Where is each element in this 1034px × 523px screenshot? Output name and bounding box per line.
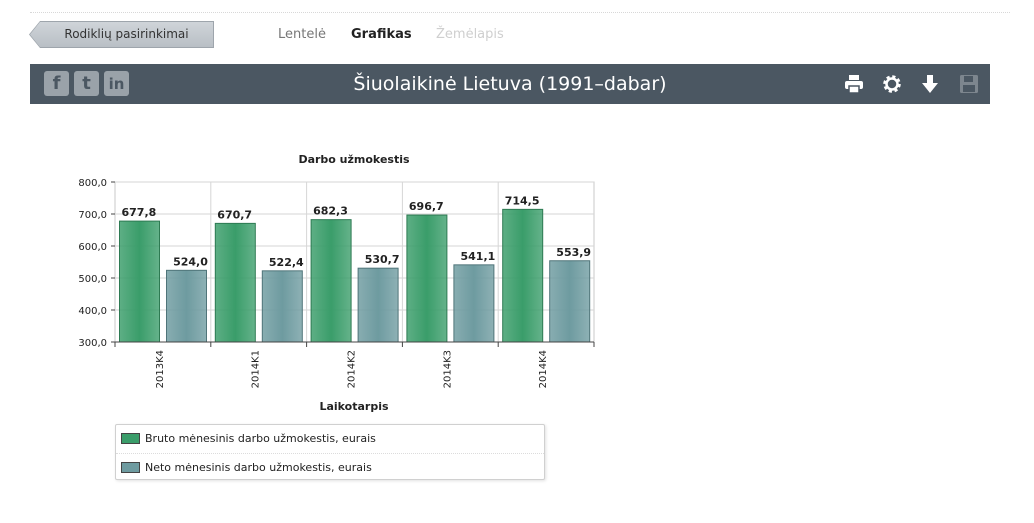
data-label: 524,0 — [173, 255, 208, 268]
bar-bruto — [502, 208, 544, 343]
data-label: 677,8 — [122, 206, 157, 219]
data-label: 714,5 — [505, 194, 540, 207]
y-tick-label: 600,0 — [78, 242, 107, 253]
top-divider — [30, 12, 1010, 13]
x-axis-title: Laikotarpis — [319, 400, 389, 413]
data-label: 522,4 — [269, 256, 304, 269]
legend-label-neto: Neto mėnesinis darbo užmokestis, eurais — [145, 461, 372, 474]
bar-bruto — [119, 220, 160, 343]
legend-swatch-bruto — [121, 433, 140, 444]
data-label: 696,7 — [409, 200, 444, 213]
tab-map: Žemėlapis — [436, 27, 504, 42]
x-tick-label: 2014K2 — [347, 350, 358, 388]
bar-bruto — [406, 214, 448, 343]
bar-bruto — [214, 222, 256, 343]
tab-chart[interactable]: Grafikas — [351, 27, 412, 42]
y-tick-label: 400,0 — [78, 306, 107, 317]
bar-neto — [357, 267, 399, 343]
download-icon[interactable] — [919, 73, 941, 95]
indicator-selection-back-button[interactable]: Rodiklių pasirinkimai — [30, 22, 213, 47]
legend-item-neto[interactable]: Neto mėnesinis darbo užmokestis, eurais — [121, 461, 372, 475]
x-tick-label: 2014K4 — [538, 350, 549, 388]
data-label: 670,7 — [217, 208, 252, 221]
bar-bruto — [310, 219, 352, 343]
y-tick-label: 800,0 — [78, 178, 107, 189]
bar-neto — [549, 260, 591, 343]
save-disk-icon — [958, 73, 980, 95]
facebook-icon[interactable]: f — [44, 71, 69, 96]
data-label: 553,9 — [556, 246, 591, 259]
x-tick-label: 2013K4 — [155, 350, 166, 388]
y-tick-label: 500,0 — [78, 274, 107, 285]
legend-item-bruto[interactable]: Bruto mėnesinis darbo užmokestis, eurais — [121, 432, 376, 446]
legend-swatch-neto — [121, 462, 140, 473]
legend-label-bruto: Bruto mėnesinis darbo užmokestis, eurais — [145, 432, 376, 445]
x-tick-label: 2014K1 — [251, 350, 262, 388]
y-tick-label: 700,0 — [78, 210, 107, 221]
bar-neto — [453, 264, 495, 343]
linkedin-icon[interactable]: in — [104, 71, 129, 96]
tab-table[interactable]: Lentelė — [278, 27, 326, 42]
title-bar: f t in Šiuolaikinė Lietuva (1991–dabar) — [30, 64, 990, 104]
x-tick-label: 2014K3 — [442, 350, 453, 388]
bar-neto — [166, 269, 207, 343]
data-label: 541,1 — [461, 250, 496, 263]
chart-legend: Bruto mėnesinis darbo užmokestis, eurais… — [115, 424, 545, 480]
legend-separator — [116, 453, 544, 454]
print-icon[interactable] — [843, 73, 865, 95]
data-label: 530,7 — [365, 253, 400, 266]
plot-area: 300,0 400,0 500,0 600,0 700,0 800,0 677,8 670,7… — [78, 178, 595, 388]
twitter-icon[interactable]: t — [74, 71, 99, 96]
settings-gear-icon[interactable] — [881, 73, 903, 95]
data-label: 682,3 — [313, 205, 348, 218]
y-tick-label: 300,0 — [78, 338, 107, 349]
chart-title: Darbo užmokestis — [298, 153, 410, 166]
bar-neto — [261, 270, 303, 343]
page-title: Šiuolaikinė Lietuva (1991–dabar) — [353, 73, 667, 95]
